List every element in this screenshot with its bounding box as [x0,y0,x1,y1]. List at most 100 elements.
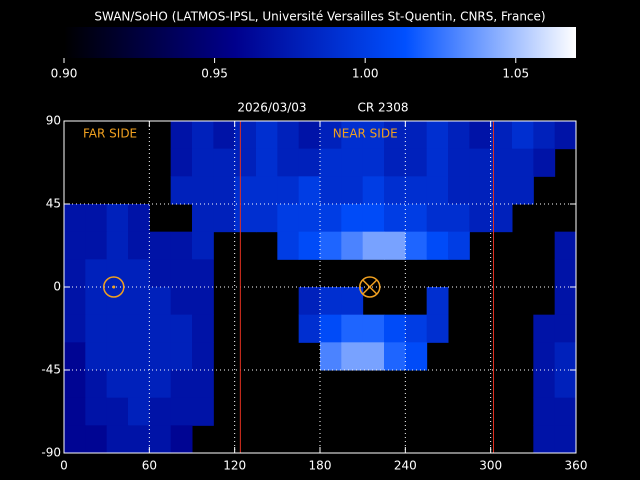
map-cell [149,314,172,343]
map-cell [106,259,129,288]
map-cell [170,425,193,454]
map-cell [469,121,492,150]
map-cell [362,342,385,371]
map-cell [384,176,406,205]
map-cell [106,287,129,316]
date: 2026/03/03 [237,101,306,115]
map-cell [490,204,513,233]
map-cell [341,342,364,371]
y-tick-label: -90 [41,446,61,460]
map-cell [448,148,470,177]
map-cell [341,287,364,316]
map-cell [533,370,556,399]
x-tick-label: 60 [142,459,157,473]
map-cell [170,231,193,260]
map-cell [149,231,172,260]
map-cell [320,121,342,150]
map-cell [554,314,577,343]
x-tick-label: 120 [223,459,246,473]
map-cell [533,314,556,343]
map-cell [405,231,428,260]
map-cell [234,121,257,150]
map-cell [362,314,385,343]
map-cell [384,121,406,150]
map-cell [213,204,236,233]
map-cell [362,148,385,177]
map-cell [128,287,150,316]
map-cell [554,397,577,426]
map-cell [128,314,150,343]
map-cell [128,397,150,426]
map-cell [426,314,449,343]
map-cell [320,314,342,343]
map-cell [170,397,193,426]
map-cell [320,204,342,233]
x-tick-label: 240 [394,459,417,473]
map-cell [64,425,86,454]
near-side-marker [359,276,381,298]
map-cell [533,342,556,371]
map-cell [192,259,214,288]
map-cell [170,287,193,316]
map-cell [106,231,129,260]
y-tick-label: 45 [46,197,61,211]
map-cell [106,370,129,399]
map-cell [320,176,342,205]
map-cell [192,176,214,205]
x-tick-label: 0 [60,459,68,473]
map-cell [192,314,214,343]
map-cell [85,204,108,233]
map-cell [128,425,150,454]
map-cell [85,231,108,260]
map-cell [85,342,108,371]
map-cell [170,176,193,205]
map-cell [405,314,428,343]
map-cell [192,204,214,233]
map-cell [256,121,278,150]
map-cell [426,148,449,177]
colorbar [64,27,576,58]
map-cell [320,342,342,371]
map-cell [320,287,342,316]
map-cell [128,231,150,260]
map-cell [341,314,364,343]
colorbar-tick-label: 0.90 [51,67,78,81]
map-cell [192,231,214,260]
map-cell [85,314,108,343]
map-cell [234,204,257,233]
map-cell [490,148,513,177]
y-tick-label: 90 [46,114,61,128]
map-cell [448,121,470,150]
map-cell [362,204,385,233]
map-cell [405,176,428,205]
map-cell [320,148,342,177]
map-cell [384,314,406,343]
map-cell [469,148,492,177]
map-cell [298,287,321,316]
map-cell [341,121,364,150]
map-cell [554,287,577,316]
map-cell [384,148,406,177]
map-cell [234,176,257,205]
map-cell [213,176,236,205]
map-cell [213,121,236,150]
map-cell [384,204,406,233]
map-cell [192,287,214,316]
carrington-rotation: CR 2308 [357,101,408,115]
map-cell [85,397,108,426]
map-cell [149,397,172,426]
near-side-cross [362,279,378,295]
chart-title: SWAN/SoHO (LATMOS-IPSL, Université Versa… [94,10,545,24]
map-cell [341,204,364,233]
map-cell [64,314,86,343]
map-cell [213,148,236,177]
near-side-label: NEAR SIDE [333,127,398,141]
map-cell [64,287,86,316]
map-cell [426,287,449,316]
map-cell [298,121,321,150]
map-cell [554,425,577,454]
y-tick-label: 0 [53,280,61,294]
map-cell [426,204,449,233]
map-cell [533,397,556,426]
